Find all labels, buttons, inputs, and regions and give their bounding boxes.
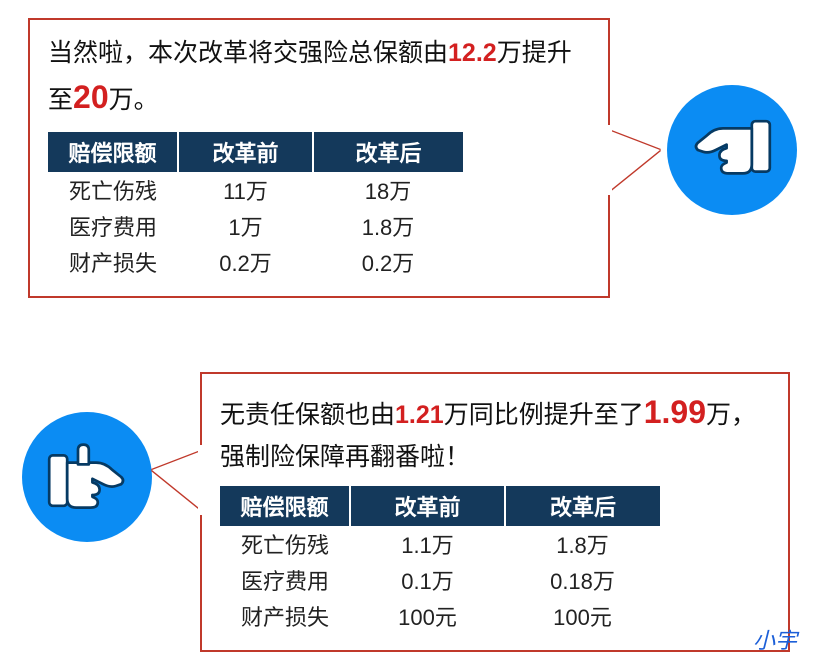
icon-circle-2: [22, 412, 152, 542]
speech-bubble-2: 无责任保额也由1.21万同比例提升至了1.99万，强制险保障再翻番啦！ 赔偿限额…: [200, 372, 790, 652]
td: 11万: [178, 172, 313, 208]
t: 无责任保额也由: [220, 401, 395, 429]
table-row: 财产损失 100元 100元: [220, 598, 660, 634]
table-row: 财产损失 0.2万 0.2万: [48, 244, 463, 280]
bubble1-pointer: [608, 130, 660, 192]
hl: 1.21: [395, 401, 444, 429]
table-row: 死亡伤残 1.1万 1.8万: [220, 526, 660, 562]
td: 1万: [178, 208, 313, 244]
table-row: 医疗费用 1万 1.8万: [48, 208, 463, 244]
th: 改革前: [178, 132, 313, 172]
td: 死亡伤残: [220, 526, 350, 562]
bubble2-text: 无责任保额也由1.21万同比例提升至了1.99万，强制险保障再翻番啦！: [220, 388, 770, 476]
td: 死亡伤残: [48, 172, 178, 208]
td: 医疗费用: [48, 208, 178, 244]
pointing-right-hand-icon: [42, 432, 132, 522]
hl-big: 1.99: [644, 394, 706, 430]
td: 0.2万: [313, 244, 463, 280]
bubble1-pointer-mask: [600, 125, 612, 195]
td: 100元: [505, 598, 660, 634]
td: 1.8万: [505, 526, 660, 562]
td: 1.8万: [313, 208, 463, 244]
td: 医疗费用: [220, 562, 350, 598]
th: 改革后: [505, 486, 660, 526]
hl-big: 20: [73, 79, 109, 115]
td: 1.1万: [350, 526, 505, 562]
pointing-left-hand-icon: [687, 105, 777, 195]
td: 财产损失: [48, 244, 178, 280]
td: 0.1万: [350, 562, 505, 598]
bubble2-pointer-mask: [198, 445, 210, 515]
t: 当然啦，本次改革将交强险总保额由: [48, 39, 448, 67]
th: 赔偿限额: [48, 132, 178, 172]
table-2: 赔偿限额 改革前 改革后 死亡伤残 1.1万 1.8万 医疗费用 0.1万 0.…: [220, 486, 660, 634]
t: 万同比例提升至了: [444, 401, 644, 429]
icon-circle-1: [667, 85, 797, 215]
th: 改革前: [350, 486, 505, 526]
t: 万。: [109, 86, 159, 114]
td: 0.2万: [178, 244, 313, 280]
bubble1-text: 当然啦，本次改革将交强险总保额由12.2万提升至20万。: [48, 34, 590, 122]
td: 0.18万: [505, 562, 660, 598]
th: 改革后: [313, 132, 463, 172]
table-row: 死亡伤残 11万 18万: [48, 172, 463, 208]
hl: 12.2: [448, 39, 497, 67]
table-1: 赔偿限额 改革前 改革后 死亡伤残 11万 18万 医疗费用 1万 1.8万 财…: [48, 132, 463, 280]
td: 财产损失: [220, 598, 350, 634]
bubble2-pointer: [152, 450, 204, 512]
th: 赔偿限额: [220, 486, 350, 526]
watermark: 小宇: [753, 623, 797, 655]
td: 100元: [350, 598, 505, 634]
speech-bubble-1: 当然啦，本次改革将交强险总保额由12.2万提升至20万。 赔偿限额 改革前 改革…: [28, 18, 610, 298]
table-row: 医疗费用 0.1万 0.18万: [220, 562, 660, 598]
td: 18万: [313, 172, 463, 208]
